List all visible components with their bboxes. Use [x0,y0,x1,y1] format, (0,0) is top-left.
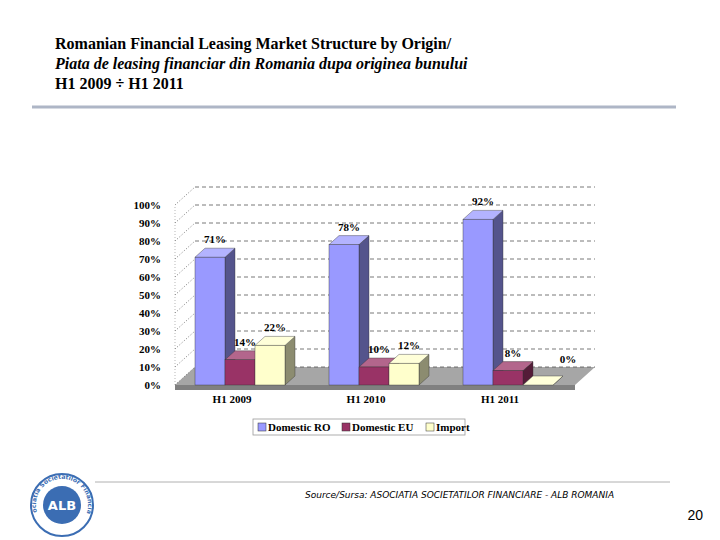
bar-top [195,248,235,257]
data-label: 22% [264,321,286,333]
grid-diagonal [175,241,195,259]
data-label: 0% [560,353,577,365]
header-rule [32,106,676,109]
legend-box [253,419,465,435]
logo-text: ALB [48,498,76,513]
bar-top [523,376,563,385]
source: Source/Sursa: ASOCIATIA SOCIETATILOR FIN… [305,490,614,500]
y-tick-label: 40% [139,307,161,319]
bar [255,336,295,385]
grid-diagonal [175,295,195,313]
bar-front [493,371,523,385]
y-tick-label: 100% [134,199,162,211]
bar [523,376,563,385]
data-label: 71% [204,233,226,245]
y-axis [175,205,176,385]
data-label: 92% [472,195,494,207]
grid-line [195,313,595,314]
data-label: 8% [505,347,522,359]
grid-line [195,259,595,260]
grid-diagonal [175,277,195,295]
bar-front [359,367,389,385]
bar-top [389,354,429,363]
y-tick-label: 0% [145,379,162,391]
y-tick-label: 30% [139,325,161,337]
logo-ring-text: Asociatia Societatilor Financiare [0,0,94,515]
grid-diagonal [175,205,195,223]
x-tick-label: H1 2011 [481,393,519,405]
bar-front [329,245,359,385]
y-tick-label: 50% [139,289,161,301]
bar [389,354,429,385]
logo-core [43,486,81,524]
bar-front [255,345,285,385]
legend-label: Domestic EU [352,421,413,433]
bar-front [463,219,493,385]
bar-top [255,336,295,345]
bar-top [329,236,369,245]
x-tick-label: H1 2010 [347,393,386,405]
x-tick-label: H1 2009 [213,393,252,405]
grid-line [195,187,595,188]
y-tick-label: 90% [139,217,161,229]
footer-rule [95,482,670,483]
floor-edge [175,385,575,390]
data-labels: 71% 14% 22% 78% 10% 12% 92% 8% 0% [204,195,576,365]
legend-label: Import [436,421,470,433]
data-label: 14% [234,336,256,348]
grid-line [195,223,595,224]
y-tick-label: 20% [139,343,161,355]
bar [463,210,503,385]
y-tick-label: 80% [139,235,161,247]
grid-diagonal [175,367,195,385]
slide: Romanian Financial Leasing Market Struct… [0,0,720,540]
y-tick-label: 10% [139,361,161,373]
bar-front [225,360,255,385]
y-tick-label: 60% [139,271,161,283]
title: Romanian Financial Leasing Market Struct… [55,35,452,53]
legend-swatch [258,423,266,431]
data-label: 78% [338,221,360,233]
grid-line [195,295,595,296]
page-number: 20 [687,507,703,523]
grid-line [195,331,595,332]
bar-top [493,362,533,371]
y-tick-label: 70% [139,253,161,265]
bar-front [389,363,419,385]
bars [195,210,563,385]
grid-line [195,205,595,206]
legend-swatch [426,423,434,431]
chart: 0% 10% 20% 30% 40% 50% 60% 70% 80% 90% 100% 71% 14% 2… [134,187,596,435]
bar-top [463,210,503,219]
grid-diagonal [175,187,195,205]
bar [329,236,369,385]
legend-label: Domestic RO [268,421,331,433]
grid-line [195,277,595,278]
period: H1 2009 ÷ H1 2011 [55,75,184,92]
legend: Domestic RO Domestic EU Import [253,419,470,435]
subtitle: Piata de leasing financiar din Romania d… [54,55,468,73]
legend-swatch [342,423,350,431]
grid-diagonal [175,259,195,277]
grid-diagonal [175,313,195,331]
data-label: 12% [398,339,420,351]
bar-front [523,385,553,386]
grid-line [195,241,595,242]
bar-side [493,210,503,385]
logo: Asociatia Societatilor FinanciareALB [0,0,94,536]
data-label: 10% [368,343,390,355]
grid-diagonal [175,349,195,367]
grid-diagonal [175,331,195,349]
bar-front [195,257,225,385]
grid-diagonal [175,223,195,241]
